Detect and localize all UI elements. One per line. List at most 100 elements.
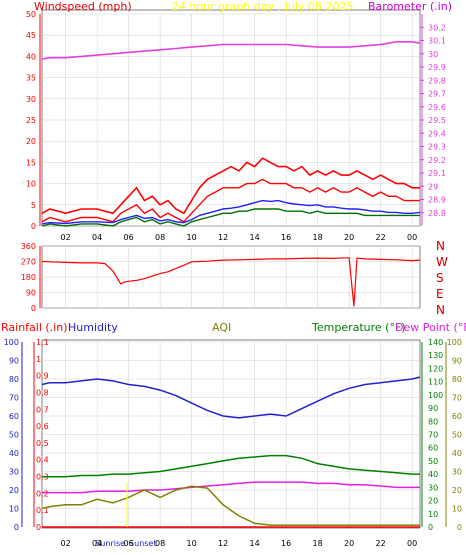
temp-tick-10: 100: [428, 391, 443, 400]
aqi-tick-4: 40: [452, 449, 462, 458]
baro-right-tick-6: 29.4: [428, 129, 446, 138]
aqi-tick-8: 80: [452, 375, 462, 384]
wind-left-tick-10: 50: [26, 10, 36, 19]
lower-x-ticks: 02 04 06 08 10 12 14 16 18 20 22 00: [61, 539, 418, 548]
temp-tick-13: 130: [428, 351, 443, 360]
temp-tick-4: 40: [428, 470, 438, 479]
humidity-tick-10: 100: [4, 338, 19, 347]
baro-right-tick-3: 29.1: [428, 169, 446, 178]
lower-x-tick-2: 06: [124, 539, 134, 548]
wind-x-tick-7: 16: [281, 233, 291, 242]
wind-gridlines: [42, 13, 420, 227]
lower-gridlines: [42, 341, 420, 528]
humidity-tick-6: 60: [9, 412, 19, 421]
wind-x-tick-5: 12: [218, 233, 228, 242]
wind-x-tick-8: 18: [313, 233, 323, 242]
lower-x-tick-0: 02: [61, 539, 71, 548]
sun-markers: Sunrise Sunset: [95, 482, 157, 548]
lower-x-tick-11: 00: [407, 539, 417, 548]
lower-x-tick-4: 10: [187, 539, 197, 548]
direction-ticks: 0 90 180 270 360: [21, 242, 41, 313]
compass-label-1: W: [436, 255, 448, 269]
temp-tick-9: 90: [428, 404, 438, 413]
humidity-tick-4: 40: [9, 449, 19, 458]
baro-right-tick-13: 30.1: [428, 37, 446, 46]
rain-tick-10: 1: [36, 355, 41, 364]
rain-tick-2: 0.2: [36, 489, 49, 498]
lower-x-tick-7: 16: [281, 539, 291, 548]
rainfall-axis-label: Rainfall (.in): [1, 321, 68, 334]
aqi-tick-1: 10: [452, 505, 462, 514]
wind-left-ticks: 0 5 10 15 20 25 30 35 40 45 50: [26, 10, 41, 231]
wind-series: [41, 40, 421, 227]
baro-right-tick-7: 29.5: [428, 116, 446, 125]
rain-tick-8: 0.8: [36, 388, 49, 397]
baro-right-tick-5: 29.3: [428, 143, 446, 152]
wind-x-tick-11: 00: [407, 233, 417, 242]
temp-tick-8: 80: [428, 417, 438, 426]
aqi-tick-9: 90: [452, 357, 462, 366]
series-avg: [41, 199, 421, 225]
series-baro: [41, 40, 421, 60]
dir-tick-1: 90: [26, 289, 36, 298]
wind-x-ticks: 02 04 06 08 10 12 14 16 18 20 22 00: [61, 233, 418, 242]
lower-x-tick-10: 22: [376, 539, 386, 548]
humidity-tick-1: 10: [9, 505, 19, 514]
barometer-axis-label: Barometer (.in): [368, 0, 452, 13]
lower-graph-headers: Rainfall (.in) Humidity AQI Temperature …: [1, 321, 466, 334]
humidity-tick-7: 70: [9, 394, 19, 403]
wind-left-tick-6: 30: [26, 95, 36, 104]
baro-right-tick-2: 29: [428, 182, 438, 191]
direction-series: [41, 257, 421, 307]
rain-tick-5: 0.5: [36, 439, 49, 448]
temperature-axis-label: Temperature (°F): [311, 321, 406, 334]
compass-label-2: S: [436, 271, 444, 285]
lower-series: [41, 376, 421, 528]
temp-tick-1: 10: [428, 510, 438, 519]
aqi-tick-7: 70: [452, 394, 462, 403]
humidity-axis-label: Humidity: [68, 321, 118, 334]
temp-tick-5: 50: [428, 457, 438, 466]
baro-right-tick-9: 29.7: [428, 90, 446, 99]
series-dark: [41, 208, 420, 227]
dir-tick-3: 270: [21, 258, 36, 267]
rain-tick-11: 1.1: [36, 338, 49, 347]
dir-tick-0: 0: [31, 304, 36, 313]
wind-x-tick-9: 20: [344, 233, 354, 242]
temp-tick-6: 60: [428, 444, 438, 453]
wind-x-tick-0: 02: [61, 233, 71, 242]
series-wind: [41, 178, 420, 223]
series-aqi: [41, 485, 420, 526]
series-gust: [41, 157, 420, 215]
compass-label-3: E: [436, 287, 444, 301]
wind-left-tick-8: 40: [26, 52, 36, 61]
wind-plot-area: [41, 9, 421, 227]
compass-label-4: N: [436, 303, 445, 317]
rain-tick-4: 0.4: [36, 456, 49, 465]
series-humidity: [41, 376, 421, 419]
wind-x-tick-2: 06: [124, 233, 134, 242]
lower-plot-area: [41, 339, 421, 529]
aqi-tick-3: 30: [452, 468, 462, 477]
sunrise-label: Sunrise: [95, 539, 125, 548]
aqi-tick-0: 0: [457, 523, 462, 532]
temp-tick-3: 30: [428, 483, 438, 492]
wind-x-tick-4: 10: [187, 233, 197, 242]
wind-left-tick-7: 35: [26, 74, 36, 83]
compass-label-0: N: [436, 239, 445, 253]
rain-tick-9: 0.9: [36, 372, 49, 381]
lower-x-tick-1: 04: [92, 539, 102, 548]
baro-right-ticks: 28.8 28.9 29 29.1 29.2 29.3 29.4 29.5 29.6 29.7 29…: [420, 14, 446, 226]
humidity-tick-3: 30: [9, 468, 19, 477]
aqi-tick-2: 20: [452, 486, 462, 495]
wind-x-tick-10: 22: [376, 233, 386, 242]
baro-right-tick-14: 30.2: [428, 23, 446, 32]
wind-x-tick-1: 04: [92, 233, 102, 242]
graph-title: 24 hour graph day , July 08 2025: [172, 0, 353, 13]
temp-tick-0: 0: [428, 523, 433, 532]
humidity-tick-2: 20: [9, 486, 19, 495]
series-temp: [42, 454, 420, 478]
